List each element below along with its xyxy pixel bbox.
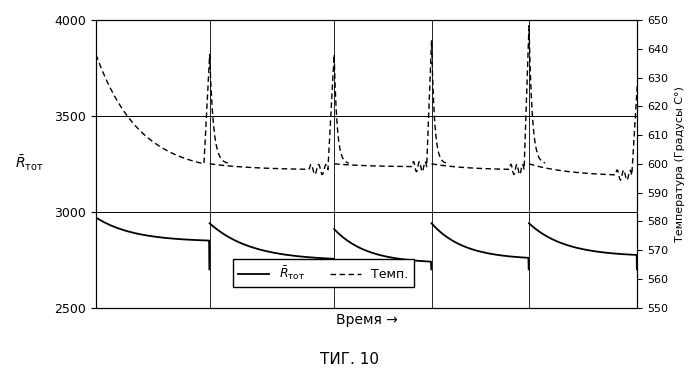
Y-axis label: Температура (Градусы С°): Температура (Градусы С°) xyxy=(675,86,685,242)
Legend: $\bar{R}_{\text{тот}}$, Темп.: $\bar{R}_{\text{тот}}$, Темп. xyxy=(233,259,414,287)
X-axis label: Время →: Время → xyxy=(336,313,398,327)
Y-axis label: $\bar{R}_{\text{тот}}$: $\bar{R}_{\text{тот}}$ xyxy=(15,154,44,173)
Text: ΤИГ. 10: ΤИГ. 10 xyxy=(321,352,379,367)
